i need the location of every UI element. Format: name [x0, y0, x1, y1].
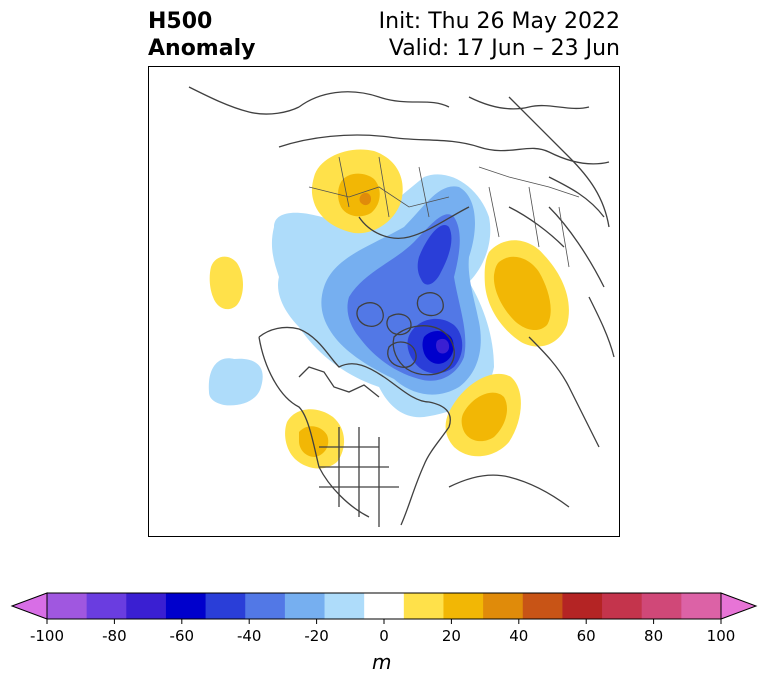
colorbar-segment [483, 593, 524, 619]
title-line-2: Anomaly [148, 36, 256, 61]
colorbar-tick-label: -20 [304, 627, 329, 645]
anomaly-map [148, 66, 620, 537]
colorbar-segment [602, 593, 643, 619]
colorbar-segment [443, 593, 484, 619]
map-title: H500 Anomaly [148, 8, 255, 62]
colorbar-segment [205, 593, 246, 619]
colorbar [10, 592, 758, 624]
colorbar-tick-label: 80 [644, 627, 664, 645]
map-svg [149, 67, 619, 536]
colorbar-segment [324, 593, 365, 619]
colorbar-segment [562, 593, 603, 619]
colorbar-tick-label: -60 [169, 627, 195, 645]
colorbar-segment [522, 593, 563, 619]
colorbar-segment [126, 593, 167, 619]
colorbar-tick-label: 20 [441, 627, 461, 645]
colorbar-segment [86, 593, 127, 619]
date-info: Init: Thu 26 May 2022 Valid: 17 Jun – 23… [379, 8, 620, 62]
coastlines [188, 86, 615, 527]
colorbar-tick-label: -40 [236, 627, 262, 645]
negative-anomaly-area [208, 174, 494, 418]
colorbar-unit: m [372, 650, 392, 674]
colorbar-tick-label: 0 [379, 627, 389, 645]
colorbar-arrow-max [720, 592, 758, 620]
colorbar-tick-label: 100 [706, 627, 736, 645]
colorbar-tick-label: 40 [509, 627, 529, 645]
colorbar-tick-label: -80 [102, 627, 127, 645]
colorbar-tick-label: 60 [576, 627, 596, 645]
colorbar-arrow-min [10, 592, 48, 620]
colorbar-segment [47, 593, 88, 619]
colorbar-segment [641, 593, 682, 619]
colorbar-segment [681, 593, 722, 619]
colorbar-segment [165, 593, 207, 619]
colorbar-segment [364, 593, 405, 619]
positive-anomaly-area [209, 149, 569, 469]
colorbar-segment [403, 593, 444, 619]
colorbar-segment [284, 593, 326, 619]
colorbar-tick-label: -100 [29, 627, 65, 645]
title-line-1: H500 [148, 9, 213, 34]
valid-date: Valid: 17 Jun – 23 Jun [388, 36, 620, 61]
colorbar-segment [245, 593, 286, 619]
init-date: Init: Thu 26 May 2022 [378, 9, 620, 34]
